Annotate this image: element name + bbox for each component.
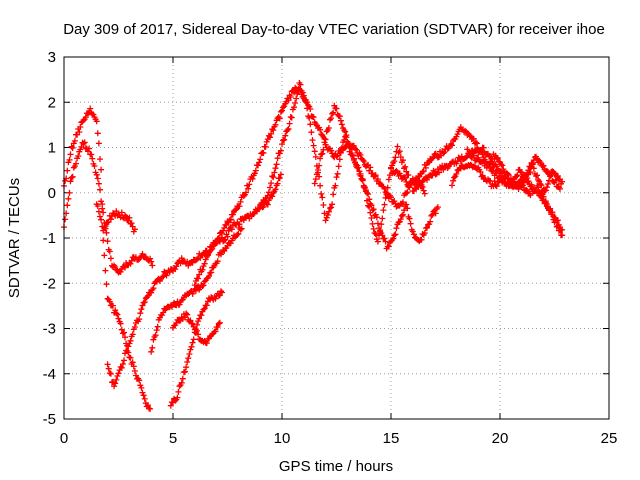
series-track-1 <box>61 139 156 276</box>
y-tick-label: -3 <box>43 321 56 338</box>
grid <box>64 57 609 419</box>
series-marks <box>311 102 441 252</box>
y-tick-label: 3 <box>48 49 56 66</box>
series-marks <box>148 225 245 355</box>
x-tick-label: 5 <box>169 430 177 447</box>
series-track-10 <box>311 102 441 252</box>
series-marks <box>167 288 225 409</box>
y-tick-label: -5 <box>43 411 56 428</box>
series-track-7 <box>170 310 223 347</box>
y-tick-label: 2 <box>48 94 56 111</box>
series-track-6 <box>167 288 225 409</box>
x-axis-label: GPS time / hours <box>279 458 393 475</box>
series-track-3 <box>93 201 138 235</box>
y-tick-label: 1 <box>48 140 56 157</box>
series-marks <box>464 146 566 194</box>
series-marks <box>449 161 566 233</box>
x-tick-labels: 0 5 10 15 20 25 <box>60 430 618 447</box>
series-marks <box>170 310 223 347</box>
plot-frame <box>63 56 610 420</box>
y-tick-label: 0 <box>48 185 56 202</box>
x-tick-label: 25 <box>601 430 618 447</box>
y-axis-label: SDTVAR / TECUs <box>6 178 23 298</box>
x-tick-label: 0 <box>60 430 68 447</box>
y-tick-label: -2 <box>43 275 56 292</box>
y-tick-label: -4 <box>43 366 56 383</box>
x-tick-label: 15 <box>383 430 400 447</box>
y-tick-labels: -5 -4 -3 -2 -1 0 1 2 3 <box>43 49 56 428</box>
x-tick-label: 20 <box>492 430 509 447</box>
series-marks <box>93 201 138 235</box>
series-track-5 <box>148 225 245 355</box>
y-tick-label: -1 <box>43 230 56 247</box>
data-points <box>61 80 566 412</box>
x-tick-label: 10 <box>274 430 291 447</box>
series-track-13 <box>449 161 566 233</box>
chart-title: Day 309 of 2017, Sidereal Day-to-day VTE… <box>63 21 605 38</box>
series-marks <box>61 139 156 276</box>
series-track-14 <box>464 146 566 194</box>
